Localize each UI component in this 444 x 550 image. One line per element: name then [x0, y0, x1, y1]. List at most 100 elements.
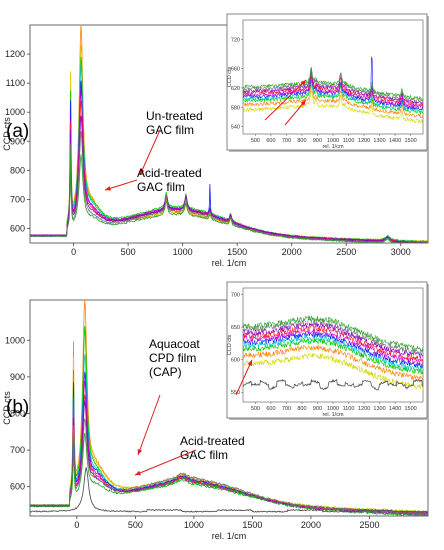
- x-tick-label: 2000: [282, 247, 302, 257]
- annotation-arrow: [235, 359, 253, 396]
- y-tick-label: 700: [10, 194, 25, 204]
- inset-y-tick-label: 720: [231, 37, 240, 43]
- inset-y-tick-label: 650: [231, 325, 240, 331]
- inset-series-line: [242, 327, 424, 366]
- inset-x-tick-label: 700: [282, 138, 291, 144]
- y-tick-label: 1100: [6, 78, 25, 88]
- annotation-arrow: [137, 394, 161, 456]
- inset-x-tick-label: 900: [313, 406, 322, 412]
- x-tick-label: 2500: [359, 520, 379, 530]
- y-axis-label: CCD cts: [2, 391, 12, 425]
- x-axis-label: rel. 1/cm: [212, 258, 247, 268]
- annotation-arrow: [104, 179, 138, 191]
- x-tick-label: 500: [121, 247, 136, 257]
- inset-series-line: [242, 315, 424, 353]
- y-tick-label: 800: [10, 408, 25, 418]
- inset-x-tick-label: 600: [266, 406, 275, 412]
- series-line: [29, 115, 429, 244]
- inset-x-tick-label: 1200: [358, 138, 370, 144]
- y-tick-label: 1000: [5, 335, 25, 345]
- inset-x-tick-label: 1500: [404, 138, 416, 144]
- inset-chart: 500 600 700 800 900 1000 1100 1200 1300 1400 1500 5…: [226, 13, 429, 152]
- y-tick-label: 1000: [5, 107, 25, 117]
- series-line: [29, 151, 428, 244]
- inset-x-tick-label: 1500: [404, 406, 416, 412]
- arrow-head: [300, 100, 306, 106]
- annotation-text: Aquacoat: [149, 337, 200, 351]
- series-line: [29, 432, 428, 517]
- inset-x-tick-label: 1300: [373, 138, 385, 144]
- inset-series-line: [242, 68, 424, 106]
- y-tick-label: 800: [10, 165, 25, 175]
- inset-y-tick-label: 700: [231, 293, 240, 299]
- inset-x-axis-label: rel. 1/cm: [322, 412, 344, 418]
- arrow-head: [135, 470, 141, 476]
- annotation-text: GAC film: [180, 448, 228, 462]
- inset-chart: 500 600 700 800 900 1000 1100 1200 1300 1400 1500 5…: [226, 281, 429, 420]
- inset-series-line: [242, 318, 424, 356]
- inset-x-tick-label: 1000: [327, 406, 339, 412]
- inset-y-tick-label: 600: [231, 358, 240, 364]
- annotation-text: (CAP): [149, 365, 182, 379]
- arrow-head: [137, 449, 143, 455]
- x-tick-label: 2500: [336, 247, 356, 257]
- inset-x-tick-label: 1100: [343, 406, 355, 412]
- y-tick-label: 1200: [5, 49, 25, 59]
- inset-series-line: [243, 378, 424, 391]
- y-tick-label: 600: [10, 223, 25, 233]
- x-tick-label: 1500: [227, 247, 247, 257]
- y-tick-label: 600: [10, 482, 25, 492]
- series-line: [29, 400, 428, 517]
- y-axis-label: CCD cts: [2, 117, 12, 151]
- x-tick-label: 1500: [242, 520, 262, 530]
- chart-panel-b: 0 500 1000 1500 2000 25006007008009001000rel.…: [2, 281, 429, 541]
- inset-series-line: [242, 321, 424, 360]
- arrow-head: [140, 169, 145, 175]
- inset-y-tick-label: 580: [231, 105, 240, 111]
- inset-series-line: [242, 83, 424, 119]
- inset-series-line: [242, 337, 424, 375]
- inset-x-axis-label: rel. 1/cm: [322, 144, 344, 150]
- annotation-arrow: [139, 129, 161, 176]
- annotation-text: Un-treated: [146, 109, 203, 123]
- x-tick-label: 0: [71, 247, 76, 257]
- inset-series-line: [242, 324, 424, 363]
- chart-panel-a: 0 500 1000 1500 2000 2500 3000 600 700 800 900 1000…: [2, 13, 429, 268]
- inset-x-tick-label: 800: [297, 406, 306, 412]
- annotation-text: GAC film: [146, 123, 194, 137]
- x-tick-label: 1000: [173, 247, 193, 257]
- inset-series-line: [242, 344, 424, 381]
- inset-y-axis-label: CCD cts: [227, 335, 233, 356]
- inset-x-tick-label: 1100: [343, 138, 355, 144]
- annotation-text: CPD film: [149, 351, 196, 365]
- annotation-text: Acid-treated: [137, 166, 202, 180]
- panel-label: (b): [6, 397, 29, 418]
- x-tick-label: 0: [74, 520, 79, 530]
- inset-x-tick-label: 1000: [327, 138, 339, 144]
- annotation-arrow: [134, 449, 197, 476]
- y-tick-label: 700: [10, 445, 25, 455]
- inset-series-line: [242, 75, 424, 109]
- y-tick-label: 900: [10, 136, 25, 146]
- inset-x-tick-label: 500: [251, 406, 260, 412]
- inset-x-tick-label: 1400: [389, 138, 401, 144]
- inset-x-tick-label: 600: [266, 138, 275, 144]
- inset-x-tick-label: 900: [313, 138, 322, 144]
- inset-x-tick-label: 700: [282, 406, 291, 412]
- inset-series-line: [242, 79, 424, 113]
- x-tick-label: 3000: [391, 247, 411, 257]
- annotation-text: Acid-treated: [180, 434, 245, 448]
- inset-y-tick-label: 660: [231, 67, 240, 73]
- inset-x-tick-label: 1200: [358, 406, 370, 412]
- y-tick-label: 900: [10, 372, 25, 382]
- inset-y-axis-label: CCD cts: [227, 67, 233, 88]
- inset-y-tick-label: 620: [231, 86, 240, 92]
- inset-series-line: [242, 90, 424, 124]
- x-tick-label: 1000: [184, 520, 204, 530]
- annotation-arrow: [264, 79, 307, 121]
- inset-frame: [242, 19, 424, 135]
- arrow-head: [247, 360, 252, 366]
- panel-label: (a): [6, 121, 29, 142]
- x-tick-label: 500: [128, 520, 143, 530]
